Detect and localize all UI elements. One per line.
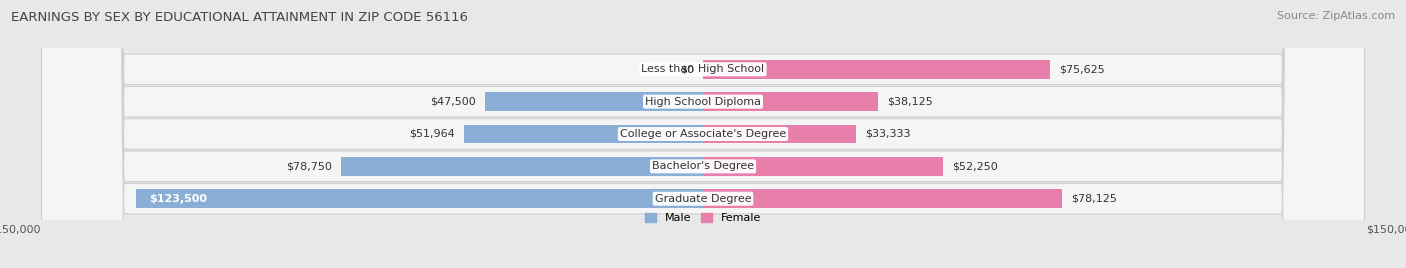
Legend: Male, Female: Male, Female xyxy=(641,209,765,228)
FancyBboxPatch shape xyxy=(42,0,1364,268)
Text: High School Diploma: High School Diploma xyxy=(645,97,761,107)
Text: $51,964: $51,964 xyxy=(409,129,456,139)
Bar xyxy=(342,157,703,176)
Bar xyxy=(464,125,703,143)
Bar xyxy=(703,189,1062,208)
Bar xyxy=(703,125,856,143)
Text: Less than High School: Less than High School xyxy=(641,64,765,74)
Text: Bachelor's Degree: Bachelor's Degree xyxy=(652,161,754,171)
Bar xyxy=(703,60,1050,79)
Bar xyxy=(703,157,943,176)
Text: Source: ZipAtlas.com: Source: ZipAtlas.com xyxy=(1277,11,1395,21)
Bar xyxy=(485,92,703,111)
FancyBboxPatch shape xyxy=(42,0,1364,268)
FancyBboxPatch shape xyxy=(42,0,1364,268)
Text: EARNINGS BY SEX BY EDUCATIONAL ATTAINMENT IN ZIP CODE 56116: EARNINGS BY SEX BY EDUCATIONAL ATTAINMEN… xyxy=(11,11,468,24)
Text: Graduate Degree: Graduate Degree xyxy=(655,194,751,204)
Bar xyxy=(136,189,703,208)
Text: $52,250: $52,250 xyxy=(952,161,998,171)
Text: $123,500: $123,500 xyxy=(149,194,208,204)
FancyBboxPatch shape xyxy=(42,0,1364,268)
Text: $0: $0 xyxy=(681,64,693,74)
Text: $75,625: $75,625 xyxy=(1060,64,1105,74)
Text: $78,750: $78,750 xyxy=(287,161,332,171)
Text: $78,125: $78,125 xyxy=(1071,194,1116,204)
Text: $38,125: $38,125 xyxy=(887,97,934,107)
FancyBboxPatch shape xyxy=(42,0,1364,268)
Text: $47,500: $47,500 xyxy=(430,97,475,107)
Text: $33,333: $33,333 xyxy=(865,129,911,139)
Text: College or Associate's Degree: College or Associate's Degree xyxy=(620,129,786,139)
Bar xyxy=(703,92,879,111)
